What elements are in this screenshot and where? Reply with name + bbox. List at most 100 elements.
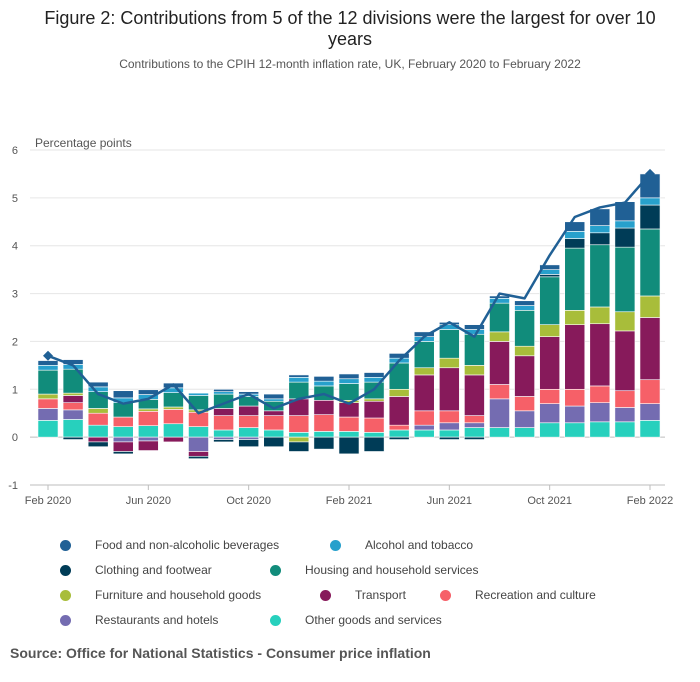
bar-segment — [163, 406, 184, 410]
bar-segment — [438, 436, 460, 440]
bar-segment — [489, 295, 510, 299]
y-tick-label: 3 — [12, 289, 18, 301]
chart-subtitle: Contributions to the CPIH 12-month infla… — [119, 57, 581, 71]
legend-swatch — [320, 589, 331, 601]
bar-segment — [489, 341, 510, 385]
stacked-bar-chart: -1 0 1 2 3 4 5 6 Percentage points Feb 2020 Jun … — [8, 136, 673, 507]
bar-segment — [112, 436, 134, 443]
bar-segment — [438, 422, 460, 431]
bar-segment — [514, 345, 535, 357]
y-axis-label: Percentage points — [35, 136, 132, 150]
y-tick-label: 2 — [12, 336, 18, 348]
bar-segment — [639, 295, 661, 318]
bar-segment — [413, 341, 435, 369]
bar-segment — [564, 247, 586, 311]
legend-swatch — [60, 539, 71, 551]
total-line-group — [43, 168, 655, 415]
bar-segment — [138, 425, 159, 438]
bar-segment — [614, 330, 636, 392]
legend-label: Housing and household services — [305, 563, 479, 577]
legend-item: Transport — [320, 588, 406, 602]
bar-segment — [112, 451, 134, 455]
bars-group — [37, 173, 661, 459]
bar-segment — [464, 427, 485, 438]
legend-item: Housing and household services — [270, 563, 478, 577]
total-marker — [645, 168, 655, 179]
bar-segment — [464, 436, 485, 440]
bar-segment — [288, 415, 310, 433]
legend-item: Furniture and household goods — [60, 588, 261, 602]
bar-segment — [539, 388, 561, 404]
bar-segment — [37, 365, 59, 371]
bar-segment — [539, 276, 561, 325]
bar-segment — [514, 427, 535, 438]
bar-segment — [639, 379, 661, 404]
bar-segment — [464, 324, 485, 330]
bar-segment — [438, 357, 460, 369]
bar-segment — [112, 390, 134, 399]
legend-swatch — [270, 614, 281, 626]
bar-segment — [539, 324, 561, 337]
bar-segment — [87, 441, 109, 448]
bar-segment — [438, 410, 460, 424]
bar-segment — [138, 408, 159, 412]
bar-segment — [213, 429, 234, 438]
bar-segment — [37, 408, 59, 421]
bar-segment — [539, 269, 561, 275]
bar-segment — [188, 426, 209, 438]
bar-segment — [213, 391, 234, 395]
bar-segment — [589, 385, 611, 403]
total-marker — [43, 350, 53, 361]
bar-segment — [363, 372, 385, 378]
bar-segment — [112, 441, 134, 452]
legend-item: Other goods and services — [270, 613, 442, 627]
bar-segment — [464, 374, 485, 416]
legend-label: Other goods and services — [305, 613, 442, 627]
y-tick-label: 1 — [12, 384, 18, 396]
bar-segment — [438, 367, 460, 412]
bar-segment — [564, 238, 586, 249]
bar-segment — [313, 414, 335, 432]
bar-segment — [213, 436, 234, 440]
x-tick-label: Feb 2022 — [627, 495, 673, 507]
bar-segment — [589, 244, 611, 308]
bar-segment — [438, 429, 460, 438]
bar-segment — [413, 367, 435, 376]
bar-segment — [589, 306, 611, 325]
legend-swatch — [60, 614, 71, 626]
bar-segment — [539, 422, 561, 438]
bar-segment — [138, 410, 159, 426]
bar-segment — [37, 369, 59, 395]
y-tick-label: 6 — [12, 145, 18, 157]
bar-segment — [288, 436, 310, 443]
bar-segment — [363, 398, 385, 402]
bar-segment — [163, 436, 184, 443]
bar-segment — [37, 393, 59, 400]
legend-label: Restaurants and hotels — [95, 613, 219, 627]
bar-segment — [138, 436, 159, 442]
bar-segment — [514, 310, 535, 347]
bar-segment — [564, 388, 586, 407]
bar-segment — [614, 227, 636, 248]
bar-segment — [263, 410, 285, 416]
bar-segment — [62, 395, 84, 403]
gridlines — [30, 149, 665, 486]
bar-segment — [539, 403, 561, 424]
y-tick-label: 4 — [12, 241, 18, 253]
bar-segment — [338, 416, 360, 432]
x-tick-label: Oct 2021 — [527, 495, 572, 507]
bar-segment — [589, 421, 611, 438]
bar-segment — [388, 424, 410, 431]
x-tick-label: Jun 2021 — [427, 495, 472, 507]
x-tick-label: Feb 2021 — [326, 495, 372, 507]
bar-segment — [213, 439, 234, 443]
bar-segment — [112, 426, 134, 438]
bar-segment — [188, 395, 209, 411]
bar-segment — [238, 427, 259, 438]
bar-segment — [313, 380, 335, 387]
bar-segment — [263, 429, 285, 438]
bar-segment — [213, 388, 234, 392]
bar-segment — [62, 392, 84, 396]
legend-item: Food and non-alcoholic beverages — [60, 538, 279, 552]
bar-segment — [188, 392, 209, 396]
